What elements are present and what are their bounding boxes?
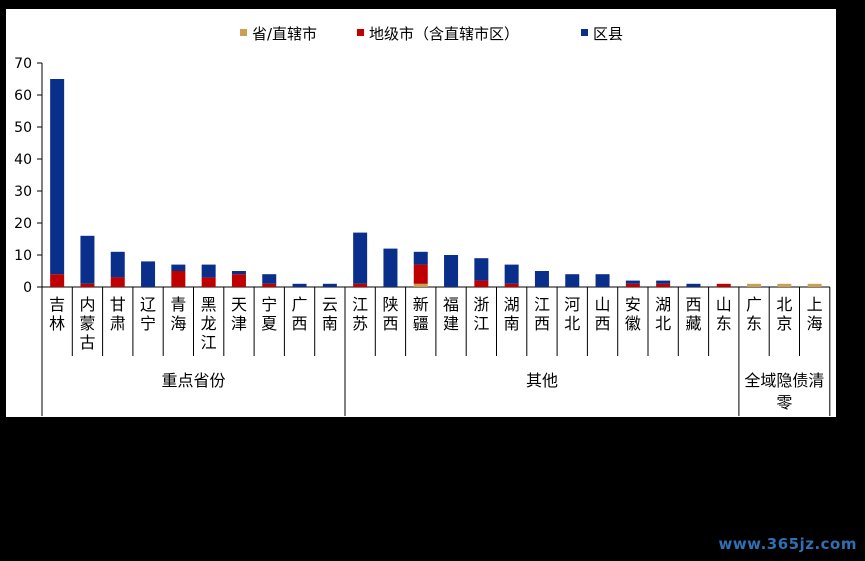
- bar-segment-3: [80, 235, 95, 284]
- x-category-label: 天津: [231, 295, 247, 333]
- bar-segment-2: [201, 277, 216, 287]
- legend-swatch-2: [357, 29, 364, 36]
- x-category-label: 陕西: [382, 295, 398, 333]
- y-tick-label: 40: [14, 152, 32, 168]
- chart-panel: [6, 9, 836, 417]
- y-tick-label: 50: [14, 120, 32, 136]
- y-tick-label: 30: [14, 184, 32, 200]
- bar-segment-3: [565, 274, 580, 287]
- x-category-label: 山东: [716, 295, 732, 333]
- legend-swatch-3: [581, 29, 588, 36]
- bar-segment-3: [171, 264, 186, 271]
- legend-label-1: 省/直辖市: [252, 25, 317, 43]
- bar-segment-3: [201, 264, 216, 278]
- bar-segment-2: [50, 274, 65, 287]
- bar-segment-3: [504, 264, 519, 284]
- x-category-label: 江苏: [352, 295, 368, 333]
- bar-segment-3: [50, 79, 65, 275]
- bar-segment-3: [231, 271, 246, 275]
- bar-segment-2: [231, 274, 246, 287]
- bar-segment-3: [534, 271, 549, 287]
- bar-segment-3: [141, 261, 156, 287]
- bar-segment-1: [807, 283, 822, 287]
- x-category-label: 湖北: [655, 295, 671, 333]
- x-category-label: 新疆: [413, 295, 429, 333]
- bar-segment-3: [444, 255, 459, 287]
- bar-segment-1: [413, 283, 428, 287]
- bar-segment-2: [474, 280, 489, 287]
- x-category-label: 云南: [322, 295, 338, 333]
- x-category-label: 河北: [564, 295, 580, 333]
- bar-segment-3: [322, 283, 337, 287]
- x-category-label: 江西: [534, 295, 550, 333]
- bar-segment-3: [474, 258, 489, 281]
- y-tick-label: 70: [14, 56, 32, 72]
- x-category-label: 青海: [170, 295, 186, 333]
- bar-segment-2: [504, 283, 519, 287]
- x-category-label: 上海: [807, 295, 823, 333]
- y-tick-label: 60: [14, 88, 32, 104]
- bar-segment-3: [353, 232, 368, 284]
- bar-segment-3: [656, 280, 671, 284]
- y-tick-label: 10: [14, 248, 32, 264]
- group-label: 重点省份: [161, 371, 225, 390]
- legend-label-2: 地级市（含直辖市区）: [369, 25, 519, 43]
- bar-segment-2: [353, 283, 368, 287]
- bar-segment-1: [747, 283, 762, 287]
- watermark: www.365jz.com: [718, 535, 857, 553]
- x-category-label: 黑龙江: [201, 295, 217, 352]
- y-tick-label: 20: [14, 216, 32, 232]
- group-label: 其他: [526, 371, 558, 390]
- x-category-label: 北京: [776, 295, 792, 333]
- x-category-label: 浙江: [473, 295, 489, 333]
- bar-segment-1: [777, 283, 792, 287]
- x-category-label: 湖南: [504, 295, 520, 333]
- bar-segment-3: [686, 283, 701, 287]
- bar-segment-3: [625, 280, 640, 284]
- x-category-label: 内蒙古: [79, 295, 95, 352]
- x-category-label: 山西: [595, 295, 611, 333]
- x-category-label: 广东: [746, 295, 762, 333]
- bar-segment-3: [262, 274, 277, 284]
- bar-segment-2: [110, 277, 125, 287]
- bar-segment-3: [110, 251, 125, 278]
- bar-segment-3: [413, 251, 428, 265]
- bar-segment-2: [716, 283, 731, 287]
- bar-segment-3: [292, 283, 307, 287]
- x-category-label: 宁夏: [261, 295, 277, 333]
- bar-segment-2: [171, 271, 186, 287]
- x-category-label: 安徽: [625, 295, 641, 333]
- group-label: 全域隐债清零: [744, 371, 824, 412]
- x-category-label: 甘肃: [110, 295, 126, 333]
- bar-segment-2: [625, 283, 640, 287]
- bar-segment-2: [262, 283, 277, 287]
- bar-segment-2: [80, 283, 95, 287]
- legend-swatch-1: [240, 29, 247, 36]
- bar-segment-2: [413, 264, 428, 284]
- x-category-label: 广西: [292, 295, 308, 333]
- y-tick-label: 0: [23, 280, 32, 296]
- x-category-label: 吉林: [49, 295, 65, 333]
- x-category-label: 辽宁: [140, 295, 156, 333]
- x-category-label: 西藏: [685, 295, 701, 333]
- bar-segment-2: [656, 283, 671, 287]
- x-category-label: 福建: [443, 295, 459, 333]
- legend-label-3: 区县: [593, 25, 623, 43]
- bar-segment-3: [383, 248, 398, 287]
- bar-segment-3: [595, 274, 610, 287]
